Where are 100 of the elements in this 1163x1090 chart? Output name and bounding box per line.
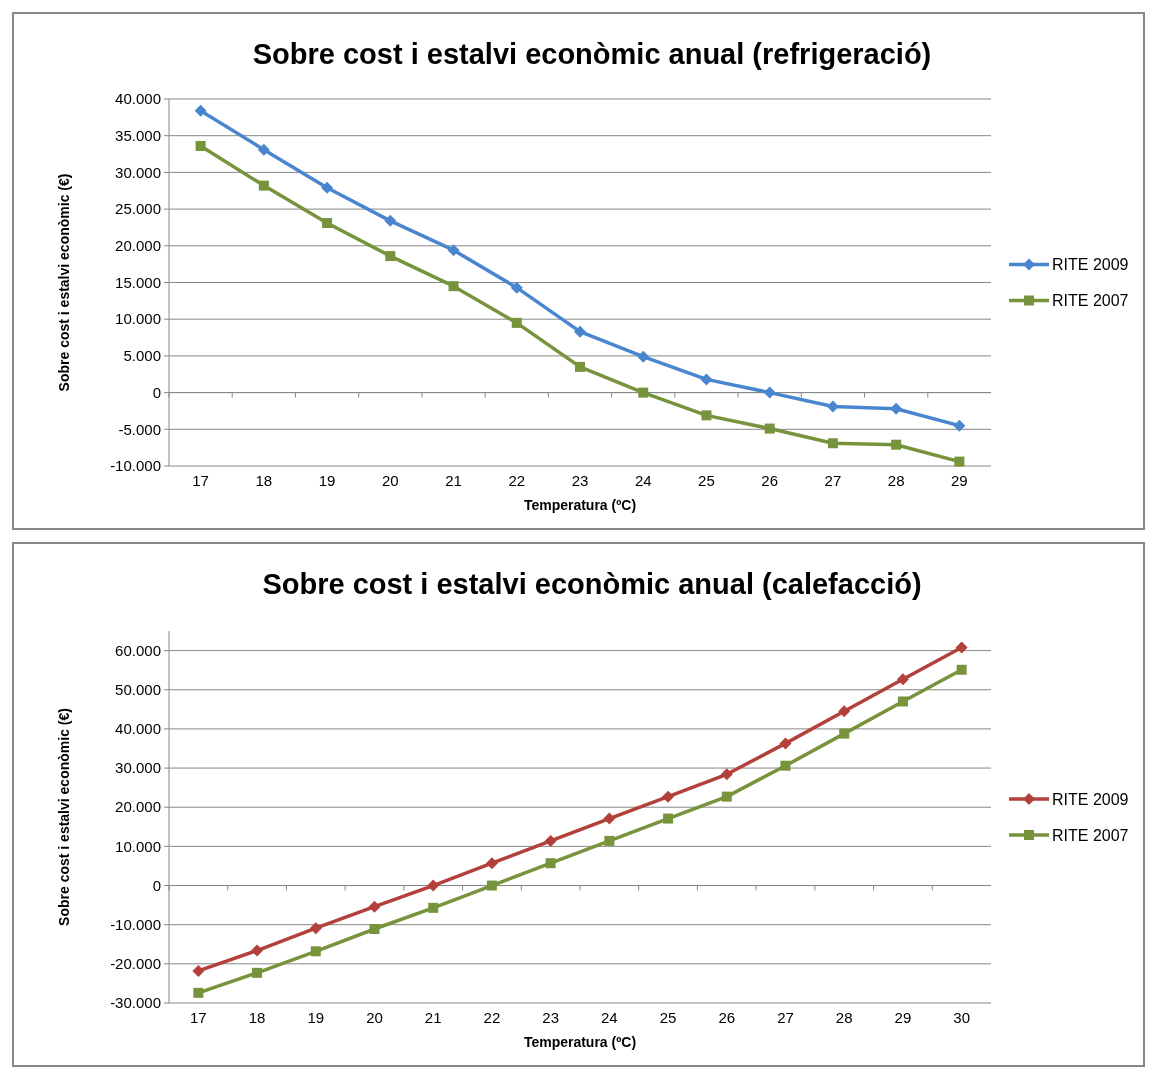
point [486, 880, 497, 891]
x-tick-label: 20 [366, 1009, 383, 1026]
point [448, 281, 459, 292]
point [662, 790, 675, 803]
y-axis-title: Sobre cost i estalvi econòmic (€) [56, 708, 72, 926]
x-tick-label: 28 [887, 472, 905, 489]
x-tick-label: 20 [381, 472, 399, 489]
point [368, 900, 381, 913]
point [637, 350, 650, 363]
point [257, 143, 270, 156]
point [953, 419, 966, 432]
y-tick-label: 40.000 [115, 90, 161, 108]
point [638, 387, 649, 398]
point [385, 251, 396, 262]
point [954, 456, 965, 467]
x-tick-label: 22 [483, 1009, 501, 1026]
x-tick-label: 24 [601, 1009, 618, 1026]
x-tick-label: 29 [894, 1009, 912, 1026]
x-tick-label: 17 [192, 472, 209, 489]
y-axis-title: Sobre cost i estalvi econòmic (€) [56, 173, 72, 392]
y-tick-label: 15.000 [115, 273, 161, 291]
x-tick-label: 19 [318, 472, 336, 489]
point [763, 386, 776, 399]
x-tick-label: 21 [424, 1009, 442, 1026]
point [575, 361, 585, 372]
point [252, 967, 263, 978]
point [721, 791, 732, 802]
y-tick-label: 0 [152, 876, 161, 894]
chart-title: Sobre cost i estalvi econòmic anual (calefacció) [262, 568, 922, 600]
x-tick-label: 18 [248, 1009, 266, 1026]
point [897, 696, 908, 707]
point [838, 705, 851, 718]
x-tick-label: 26 [718, 1009, 736, 1026]
y-tick-label: 10.000 [115, 837, 161, 855]
point [194, 104, 207, 117]
y-tick-label: 20.000 [115, 237, 161, 255]
y-tick-label: -5.000 [118, 420, 161, 438]
point [258, 180, 269, 191]
x-tick-label: 18 [255, 472, 273, 489]
point [321, 181, 334, 194]
point [839, 728, 850, 739]
y-tick-label: 40.000 [115, 720, 161, 738]
point [956, 664, 967, 675]
point [511, 317, 522, 328]
point [427, 879, 440, 892]
point [192, 964, 205, 977]
x-tick-label: 27 [777, 1009, 794, 1026]
y-tick-label: -10.000 [110, 915, 161, 933]
y-tick-label: 10.000 [115, 310, 161, 328]
x-tick-label: 24 [634, 472, 652, 489]
point [322, 218, 333, 229]
x-tick-label: 28 [835, 1009, 853, 1026]
x-tick-label: 19 [307, 1009, 325, 1026]
y-tick-label: 30.000 [115, 163, 161, 181]
legend-label: RITE 2009 [1052, 790, 1129, 808]
x-tick-label: 25 [698, 472, 715, 489]
legend-label: RITE 2007 [1052, 292, 1129, 310]
point [701, 410, 712, 421]
point [764, 423, 775, 434]
y-tick-label: 20.000 [115, 798, 161, 816]
point [384, 214, 397, 227]
x-tick-label: 17 [190, 1009, 207, 1026]
x-tick-label: 23 [542, 1009, 559, 1026]
point [369, 923, 380, 934]
y-tick-label: 35.000 [115, 126, 161, 144]
point [700, 373, 713, 386]
legend-label: RITE 2007 [1052, 826, 1129, 844]
point [896, 673, 909, 686]
y-tick-label: 60.000 [115, 641, 161, 659]
y-tick-label: -10.000 [110, 457, 161, 475]
point [826, 400, 839, 413]
y-tick-label: -30.000 [110, 994, 161, 1012]
point [890, 402, 903, 415]
x-tick-label: 29 [951, 472, 968, 489]
point [779, 737, 792, 750]
x-tick-label: 27 [824, 472, 842, 489]
x-tick-label: 30 [953, 1009, 970, 1026]
point [604, 835, 615, 846]
x-tick-label: 26 [761, 472, 779, 489]
point [428, 902, 439, 913]
x-tick-label: 21 [445, 472, 462, 489]
point [485, 857, 498, 870]
point [510, 281, 523, 294]
point [545, 858, 556, 869]
point [193, 987, 204, 998]
point [309, 922, 322, 935]
x-tick-label: 25 [659, 1009, 677, 1026]
point [891, 439, 902, 450]
y-tick-label: 5.000 [123, 347, 161, 365]
point [251, 944, 264, 957]
point [663, 813, 674, 824]
chart-title: Sobre cost i estalvi econòmic anual (refrigeració) [252, 38, 932, 70]
y-tick-label: 0 [152, 383, 161, 401]
point [310, 946, 321, 957]
y-tick-label: -20.000 [110, 955, 161, 973]
x-axis-title: Temperatura (ºC) [523, 1034, 637, 1050]
y-tick-label: 25.000 [115, 200, 161, 218]
point [827, 438, 838, 449]
point [447, 244, 460, 257]
y-tick-label: 50.000 [115, 680, 161, 698]
